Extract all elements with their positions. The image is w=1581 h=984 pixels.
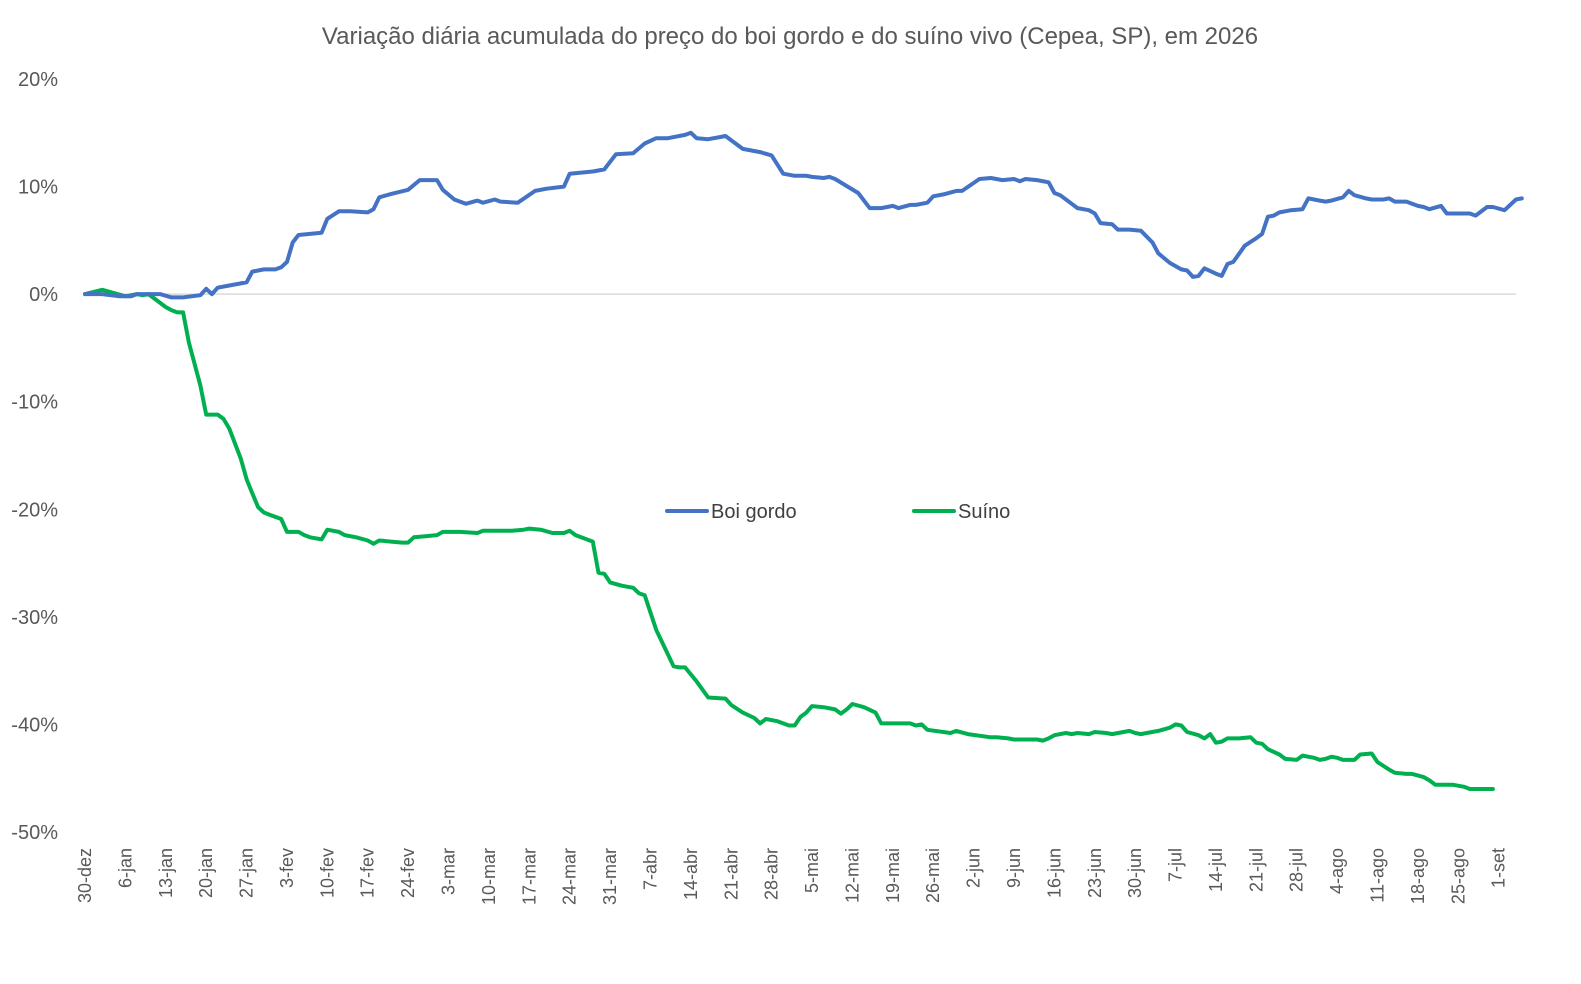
x-tick-label: 4-ago [1327, 848, 1347, 894]
y-tick-label: -40% [11, 714, 58, 736]
x-tick-label: 24-fev [398, 848, 418, 898]
y-tick-label: -30% [11, 607, 58, 629]
legend-label: Suíno [958, 501, 1010, 523]
series-line-suíno [83, 287, 1495, 791]
x-tick-label: 6-jan [115, 848, 135, 888]
x-tick-label: 24-mar [560, 848, 580, 905]
x-tick-label: 14-jul [1206, 848, 1226, 892]
y-tick-label: -10% [11, 392, 58, 414]
series-line-boi-gordo [83, 130, 1524, 300]
x-tick-label: 26-mai [923, 848, 943, 903]
x-tick-label: 19-mai [883, 848, 903, 903]
y-tick-label: 0% [29, 284, 58, 306]
x-tick-label: 5-mai [802, 848, 822, 893]
y-axis-ticks: 20% 10% 0% -10% -20% -30% -40% -50% [11, 69, 58, 844]
x-axis-ticks: 30-dez 6-jan 13-jan 20-jan 27-jan 3-fev 10-fev… [75, 848, 1509, 905]
x-tick-label: 31-mar [600, 848, 620, 905]
legend-label: Boi gordo [711, 501, 797, 523]
series-layer [83, 130, 1524, 791]
x-tick-label: 13-jan [156, 848, 176, 898]
x-tick-label: 25-ago [1448, 848, 1468, 904]
x-tick-label: 17-fev [358, 848, 378, 898]
legend: Boi gordo Suíno [665, 501, 1010, 523]
x-tick-label: 3-mar [439, 848, 459, 895]
y-tick-label: 10% [18, 177, 58, 199]
x-tick-label: 28-jul [1287, 848, 1307, 892]
x-tick-label: 11-ago [1368, 848, 1388, 903]
x-tick-label: 21-abr [721, 848, 741, 900]
x-tick-label: 7-jul [1166, 848, 1186, 882]
x-tick-label: 23-jun [1085, 848, 1105, 898]
x-tick-label: 9-jun [1004, 848, 1024, 888]
x-tick-label: 30-jun [1125, 848, 1145, 898]
y-tick-label: 20% [18, 69, 58, 91]
y-tick-label: -20% [11, 499, 58, 521]
x-tick-label: 16-jun [1044, 848, 1064, 898]
x-tick-label: 10-mar [479, 848, 499, 905]
chart-title: Variação diária acumulada do preço do bo… [322, 23, 1258, 50]
x-tick-label: 28-abr [762, 848, 782, 900]
x-tick-label: 3-fev [277, 848, 297, 888]
x-tick-label: 20-jan [196, 848, 216, 898]
x-tick-label: 27-jan [237, 848, 257, 898]
x-tick-label: 2-jun [964, 848, 984, 888]
x-tick-label: 14-abr [681, 848, 701, 900]
x-tick-label: 10-fev [317, 848, 337, 898]
x-tick-label: 30-dez [75, 848, 95, 903]
x-tick-label: 1-set [1489, 848, 1509, 888]
x-tick-label: 21-jul [1246, 848, 1266, 892]
x-tick-label: 7-abr [640, 848, 660, 890]
x-tick-label: 12-mai [842, 848, 862, 903]
x-tick-label: 18-ago [1408, 848, 1428, 904]
y-tick-label: -50% [11, 822, 58, 844]
x-tick-label: 17-mar [519, 848, 539, 905]
